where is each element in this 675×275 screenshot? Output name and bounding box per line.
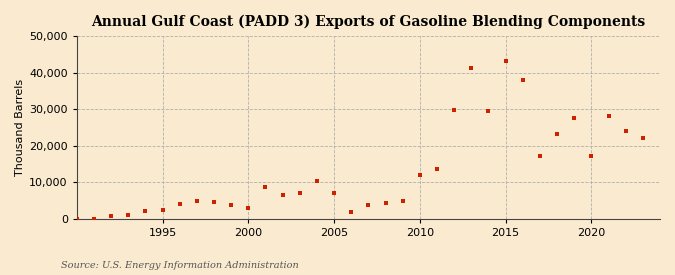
Y-axis label: Thousand Barrels: Thousand Barrels [15, 79, 25, 176]
Point [431, 167, 442, 171]
Point [277, 193, 288, 197]
Point [294, 191, 305, 196]
Point [466, 66, 477, 70]
Point [329, 191, 340, 196]
Point [260, 185, 271, 189]
Point [620, 129, 631, 133]
Point [483, 109, 494, 114]
Point [449, 108, 460, 112]
Point [88, 216, 99, 221]
Point [551, 132, 562, 136]
Point [157, 208, 168, 212]
Point [140, 209, 151, 213]
Point [586, 154, 597, 158]
Point [414, 173, 425, 177]
Point [192, 199, 202, 203]
Point [500, 59, 511, 63]
Point [363, 203, 374, 208]
Point [517, 78, 528, 82]
Point [380, 200, 391, 205]
Text: Source: U.S. Energy Information Administration: Source: U.S. Energy Information Administ… [61, 260, 298, 270]
Point [535, 154, 545, 158]
Point [243, 206, 254, 211]
Point [603, 114, 614, 119]
Point [123, 213, 134, 217]
Point [398, 199, 408, 203]
Point [226, 202, 237, 207]
Point [312, 179, 323, 183]
Point [106, 214, 117, 219]
Point [72, 217, 82, 221]
Point [209, 200, 219, 204]
Point [346, 210, 356, 214]
Title: Annual Gulf Coast (PADD 3) Exports of Gasoline Blending Components: Annual Gulf Coast (PADD 3) Exports of Ga… [91, 15, 645, 29]
Point [569, 116, 580, 120]
Point [637, 136, 648, 140]
Point [174, 201, 185, 206]
